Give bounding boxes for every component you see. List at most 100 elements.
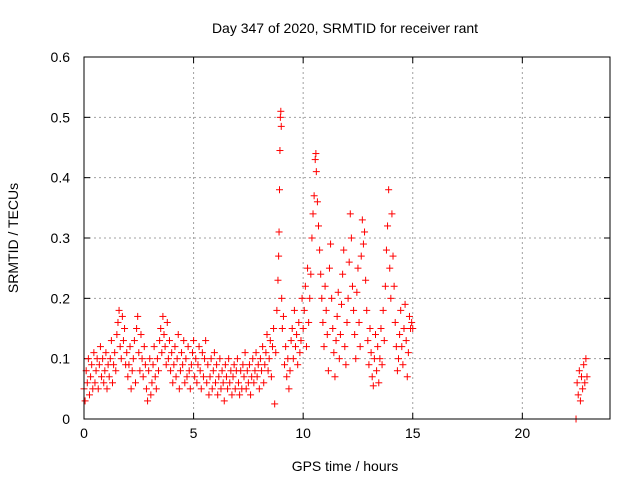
data-point: [331, 373, 339, 381]
data-point: [205, 391, 213, 399]
data-point: [163, 318, 171, 326]
data-point: [405, 312, 413, 320]
data-point: [366, 325, 374, 332]
data-point: [153, 355, 161, 363]
data-point: [107, 337, 115, 345]
data-point: [260, 379, 268, 387]
data-point: [279, 312, 287, 320]
data-point: [101, 367, 109, 375]
data-point: [128, 367, 136, 375]
data-point: [123, 349, 131, 357]
data-point: [254, 361, 262, 369]
data-point: [208, 385, 216, 393]
data-point: [375, 379, 383, 387]
data-point: [165, 337, 173, 345]
data-point: [382, 246, 390, 254]
data-point: [308, 234, 316, 242]
data-point: [277, 122, 285, 130]
data-point: [231, 385, 239, 393]
data-point: [186, 385, 194, 393]
data-point: [100, 379, 108, 387]
data-point: [267, 373, 275, 381]
data-point: [187, 361, 195, 369]
data-point: [180, 337, 188, 345]
x-tick-label: 10: [295, 425, 311, 441]
data-point: [327, 240, 335, 248]
data-point: [297, 337, 305, 345]
data-point: [216, 355, 224, 363]
tick-labels: 0 5 10 15 20 0 0.1 0.2 0.3 0.4 0.5 0.6: [51, 49, 531, 441]
data-point: [228, 391, 236, 399]
data-point: [347, 234, 355, 242]
data-point: [209, 367, 217, 375]
data-point: [384, 222, 392, 230]
data-point: [288, 325, 296, 332]
data-point: [362, 276, 370, 284]
data-point: [95, 361, 103, 369]
data-point: [113, 331, 121, 339]
data-point: [125, 361, 133, 369]
data-point: [236, 391, 244, 399]
data-point: [212, 379, 219, 387]
data-point: [245, 361, 253, 369]
x-axis-label: GPS time / hours: [292, 458, 399, 474]
data-point: [391, 318, 399, 326]
chart-title: Day 347 of 2020, SRMTID for receiver ran…: [212, 20, 478, 36]
data-point: [283, 373, 291, 381]
data-point: [96, 343, 104, 351]
data-point: [278, 325, 286, 332]
data-point: [302, 343, 310, 351]
data-point: [88, 361, 96, 369]
data-point: [256, 355, 264, 363]
data-point: [286, 367, 294, 375]
data-point: [251, 367, 259, 375]
data-point: [299, 325, 307, 332]
data-point: [98, 373, 106, 381]
data-point: [237, 367, 245, 375]
data-point: [202, 337, 210, 345]
data-point: [276, 147, 284, 155]
data-point: [194, 361, 202, 369]
data-point: [336, 331, 344, 339]
data-point: [168, 349, 176, 357]
data-point: [290, 306, 298, 314]
data-point: [136, 367, 144, 375]
data-point: [196, 367, 204, 375]
y-tick-label: 0.6: [51, 49, 71, 65]
data-point: [379, 306, 387, 314]
data-point: [358, 216, 366, 224]
data-point: [181, 379, 189, 387]
data-point: [305, 318, 313, 326]
data-point: [403, 373, 411, 381]
data-point: [112, 367, 120, 375]
data-point: [169, 379, 177, 387]
data-point: [253, 373, 261, 381]
data-point: [124, 373, 132, 381]
data-point: [312, 150, 320, 158]
data-point: [146, 355, 154, 363]
y-tick-label: 0.1: [51, 351, 71, 367]
data-point: [255, 385, 263, 393]
data-point: [119, 337, 127, 345]
data-point: [172, 373, 180, 381]
data-point: [142, 385, 150, 393]
data-point: [272, 349, 280, 357]
data-point: [195, 343, 203, 351]
data-point: [298, 294, 306, 302]
data-point: [152, 385, 160, 393]
data-point: [241, 349, 249, 357]
plot-frame: [83, 56, 611, 420]
data-point: [315, 222, 323, 230]
y-axis-label: SRMTID / TECUs: [5, 183, 21, 293]
data-point: [330, 349, 338, 357]
data-point: [354, 264, 362, 272]
data-point: [296, 349, 304, 357]
data-point: [325, 264, 333, 272]
data-point: [204, 361, 212, 369]
data-point: [197, 385, 205, 393]
data-point: [92, 367, 100, 375]
data-point: [81, 397, 89, 405]
data-point: [150, 343, 158, 351]
data-point: [335, 355, 343, 363]
data-point: [311, 156, 319, 164]
